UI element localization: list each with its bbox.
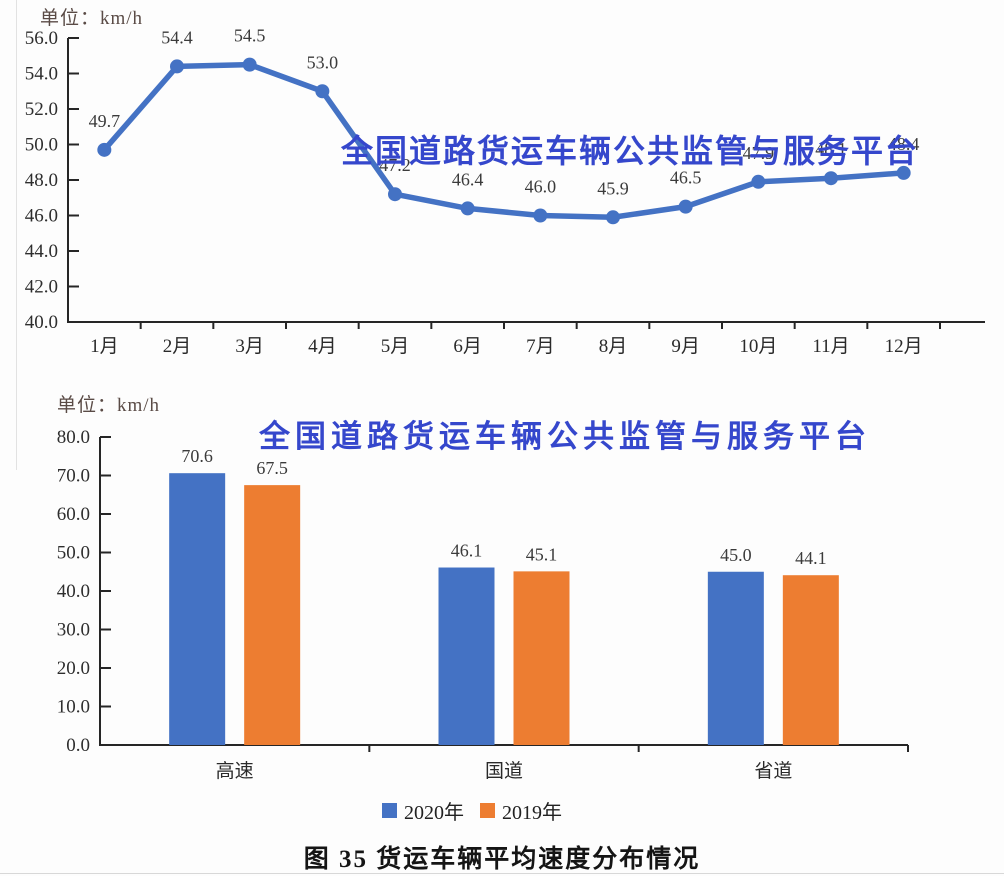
page-edge-line-bottom: [0, 873, 1004, 874]
bar-2020: [169, 473, 226, 745]
bar-value-label: 45.1: [526, 544, 558, 564]
y-axis-tick-label: 56.0: [25, 28, 58, 49]
data-point-label: 46.5: [670, 168, 702, 188]
x-axis-month-label: 4月: [308, 336, 337, 357]
data-point-marker: [533, 208, 548, 223]
watermark-text-bottom: 全国道路货运车辆公共监管与服务平台: [259, 419, 871, 454]
x-axis-month-label: 2月: [163, 336, 192, 357]
x-axis-month-label: 10月: [739, 336, 777, 357]
data-point-label: 54.5: [234, 26, 266, 46]
data-point-label: 46.4: [452, 169, 484, 189]
x-axis-month-label: 7月: [526, 336, 555, 357]
data-point-label: 46.0: [525, 177, 557, 197]
data-point-label: 47.9: [743, 143, 775, 163]
data-point-marker: [824, 171, 838, 186]
data-point-label: 49.7: [89, 111, 121, 131]
bar-2019: [244, 485, 301, 745]
y-axis-tick-label: 10.0: [57, 697, 90, 718]
x-axis-category-label: 国道: [485, 760, 523, 782]
y-axis-tick-label: 70.0: [57, 466, 90, 487]
x-axis-month-label: 6月: [453, 336, 482, 357]
line-chart: 40.0 42.0 44.0 46.0 48.0 50.0 52.0 54.0 56.0 1月 2月…: [25, 26, 985, 357]
data-point-marker: [678, 199, 693, 214]
data-point-marker: [606, 210, 620, 225]
bar-chart: 0.0 10.0 20.0 30.0 40.0 50.0 60.0 70.0 80.0 高速 70.…: [57, 427, 909, 782]
y-axis-tick-label: 54.0: [25, 64, 58, 85]
legend-item-2020: 2020年: [382, 796, 464, 825]
bar-2020: [438, 567, 495, 745]
bar-value-label: 44.1: [795, 548, 827, 568]
y-axis-tick-label: 48.0: [25, 170, 58, 191]
data-point-marker: [315, 84, 330, 99]
line-series-path: [101, 61, 907, 221]
y-axis-tick-label: 40.0: [57, 581, 90, 602]
y-axis-tick-label: 30.0: [57, 620, 90, 641]
x-axis-month-label: 11月: [812, 336, 849, 357]
page-edge-line-left: [16, 0, 17, 470]
bar-chart-legend: 2020年 2019年: [0, 796, 974, 825]
x-axis-month-label: 5月: [381, 336, 410, 357]
x-axis-month-label: 3月: [235, 336, 264, 357]
figure-caption: 图 35 货运车辆平均速度分布情况: [303, 846, 701, 873]
y-axis-tick-label: 40.0: [25, 312, 58, 333]
y-axis-tick-label: 0.0: [66, 735, 90, 756]
legend-swatch-2020-icon: [382, 803, 397, 818]
data-point-label: 53.0: [307, 52, 339, 72]
bar-value-label: 70.6: [181, 446, 213, 466]
data-point-label: 48.4: [888, 134, 920, 154]
x-axis-month-label: 12月: [885, 336, 923, 357]
bar-2019: [782, 575, 839, 745]
data-point-marker: [388, 187, 402, 202]
data-point-marker: [242, 57, 257, 72]
x-axis-month-label: 8月: [599, 336, 628, 357]
bar-value-label: 46.1: [451, 541, 483, 561]
x-axis-category-label: 省道: [754, 760, 792, 782]
legend-label-2019: 2019年: [502, 802, 562, 824]
bar-value-label: 67.5: [256, 458, 288, 478]
legend-item-2019: 2019年: [480, 796, 562, 825]
y-axis-tick-label: 60.0: [57, 504, 90, 525]
y-axis-tick-label: 52.0: [25, 99, 58, 120]
bar-2020: [707, 571, 764, 745]
y-axis-tick-label: 44.0: [25, 241, 58, 262]
y-axis-tick-label: 20.0: [57, 658, 90, 679]
bar-2019: [513, 571, 570, 745]
x-axis-month-label: 9月: [671, 336, 700, 357]
y-axis-tick-label: 50.0: [57, 543, 90, 564]
data-point-marker: [97, 142, 112, 157]
y-axis-tick-label: 42.0: [25, 277, 58, 298]
x-axis-month-label: 1月: [90, 336, 119, 357]
y-axis-tick-label: 80.0: [57, 427, 90, 448]
data-point-label: 45.9: [597, 178, 629, 198]
data-point-marker: [170, 59, 184, 74]
legend-label-2020: 2020年: [404, 802, 464, 824]
legend-swatch-2019-icon: [480, 803, 495, 818]
y-axis-tick-label: 46.0: [25, 206, 58, 227]
watermark-text-top: 全国道路货运车辆公共监管与服务平台: [341, 133, 920, 169]
data-point-label: 47.2: [379, 155, 411, 175]
data-point-label: 54.4: [161, 27, 193, 47]
data-point-marker: [751, 174, 766, 189]
bar-chart-unit-label: 单位：km/h: [57, 395, 161, 416]
data-point-marker: [460, 201, 475, 216]
bar-value-label: 45.0: [720, 545, 752, 565]
data-point-label: 48.1: [815, 139, 847, 159]
x-axis-category-label: 高速: [216, 760, 254, 782]
line-chart-unit-label: 单位：km/h: [40, 8, 144, 29]
y-axis-tick-label: 50.0: [25, 135, 58, 156]
data-point-marker: [896, 165, 911, 180]
